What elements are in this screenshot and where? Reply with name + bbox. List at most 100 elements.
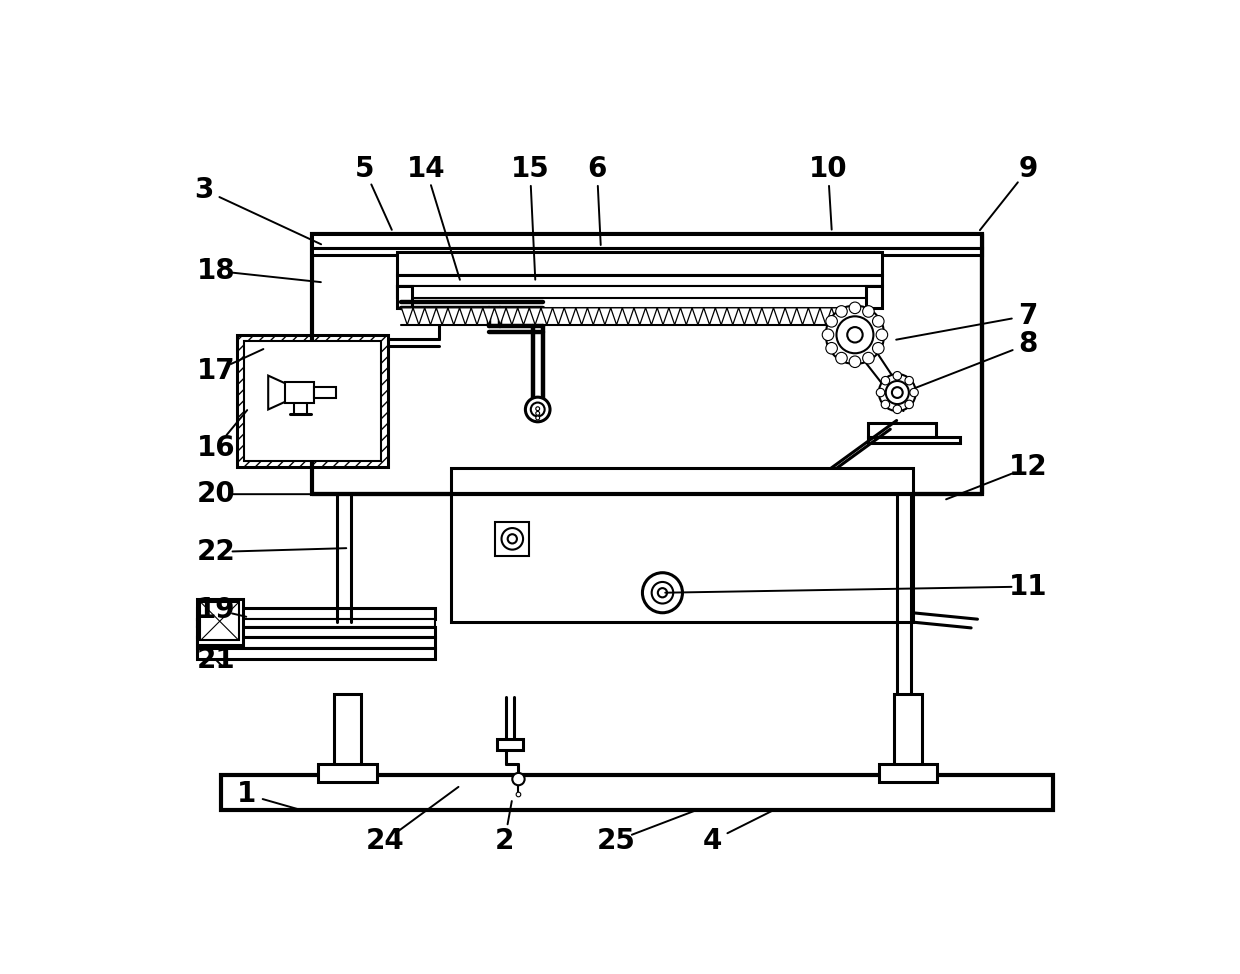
Circle shape <box>536 416 539 420</box>
Text: 16: 16 <box>196 434 236 462</box>
Bar <box>319 764 377 782</box>
Bar <box>894 694 921 775</box>
Text: 17: 17 <box>196 357 236 385</box>
Circle shape <box>826 306 884 364</box>
Polygon shape <box>611 308 622 324</box>
Text: 15: 15 <box>511 155 549 183</box>
Text: 24: 24 <box>366 827 404 854</box>
Polygon shape <box>797 308 808 324</box>
Circle shape <box>501 528 523 549</box>
Circle shape <box>849 302 861 314</box>
Polygon shape <box>436 308 448 324</box>
Text: 10: 10 <box>808 155 847 183</box>
Polygon shape <box>646 308 657 324</box>
Polygon shape <box>808 308 820 324</box>
Text: 9: 9 <box>1018 155 1038 183</box>
Bar <box>397 286 412 308</box>
Polygon shape <box>774 308 785 324</box>
Polygon shape <box>704 308 715 324</box>
Bar <box>495 522 529 556</box>
Circle shape <box>893 371 901 380</box>
Circle shape <box>879 374 916 411</box>
Circle shape <box>536 411 539 415</box>
Bar <box>312 247 982 255</box>
Polygon shape <box>854 308 867 324</box>
Circle shape <box>905 376 914 385</box>
Circle shape <box>822 329 833 341</box>
Text: 5: 5 <box>355 155 374 183</box>
Text: 22: 22 <box>196 538 236 566</box>
Circle shape <box>882 400 889 409</box>
Circle shape <box>873 316 884 327</box>
Polygon shape <box>495 308 506 324</box>
Polygon shape <box>785 308 797 324</box>
Circle shape <box>826 343 837 354</box>
Polygon shape <box>268 376 285 409</box>
Bar <box>197 618 435 626</box>
Text: 12: 12 <box>1009 453 1048 481</box>
Bar <box>879 764 937 782</box>
Polygon shape <box>402 308 413 324</box>
Text: 14: 14 <box>407 155 445 183</box>
Circle shape <box>536 407 539 411</box>
Bar <box>197 626 435 637</box>
Polygon shape <box>820 308 832 324</box>
Polygon shape <box>448 308 460 324</box>
Polygon shape <box>506 308 517 324</box>
Text: 8: 8 <box>1018 330 1038 358</box>
Text: 7: 7 <box>1018 302 1038 329</box>
Polygon shape <box>482 308 495 324</box>
Bar <box>197 599 243 645</box>
Circle shape <box>526 397 551 422</box>
Polygon shape <box>681 308 692 324</box>
Polygon shape <box>599 308 611 324</box>
Polygon shape <box>529 308 541 324</box>
Polygon shape <box>471 308 482 324</box>
Polygon shape <box>750 308 761 324</box>
Bar <box>221 775 1053 809</box>
Polygon shape <box>832 308 843 324</box>
Text: 11: 11 <box>1009 573 1048 601</box>
Text: 21: 21 <box>196 646 236 674</box>
Bar <box>243 341 382 461</box>
Polygon shape <box>634 308 646 324</box>
Bar <box>197 648 435 659</box>
Circle shape <box>892 387 903 398</box>
Circle shape <box>893 405 901 414</box>
Circle shape <box>910 389 919 396</box>
Text: 3: 3 <box>195 176 215 204</box>
Text: 25: 25 <box>596 827 636 854</box>
Bar <box>197 637 435 648</box>
Bar <box>312 234 982 494</box>
Polygon shape <box>622 308 634 324</box>
Text: 19: 19 <box>197 596 236 623</box>
Circle shape <box>531 402 544 417</box>
Polygon shape <box>553 308 564 324</box>
Circle shape <box>507 534 517 543</box>
Text: 2: 2 <box>495 827 515 854</box>
Circle shape <box>837 317 873 354</box>
Bar <box>450 468 913 622</box>
Polygon shape <box>692 308 704 324</box>
Circle shape <box>849 356 861 367</box>
Bar <box>312 234 982 247</box>
Circle shape <box>516 792 521 797</box>
Bar <box>315 387 336 398</box>
Bar <box>397 275 882 286</box>
Bar <box>197 608 435 618</box>
Polygon shape <box>564 308 575 324</box>
Bar <box>237 335 388 468</box>
Circle shape <box>658 588 667 597</box>
Polygon shape <box>715 308 727 324</box>
Bar <box>397 286 882 298</box>
Circle shape <box>512 773 525 785</box>
Bar <box>497 739 523 750</box>
Circle shape <box>836 353 847 364</box>
Polygon shape <box>761 308 774 324</box>
Polygon shape <box>541 308 553 324</box>
Circle shape <box>642 573 682 613</box>
Bar <box>334 694 361 775</box>
Text: 6: 6 <box>588 155 606 183</box>
Circle shape <box>877 329 888 341</box>
Circle shape <box>905 400 914 409</box>
